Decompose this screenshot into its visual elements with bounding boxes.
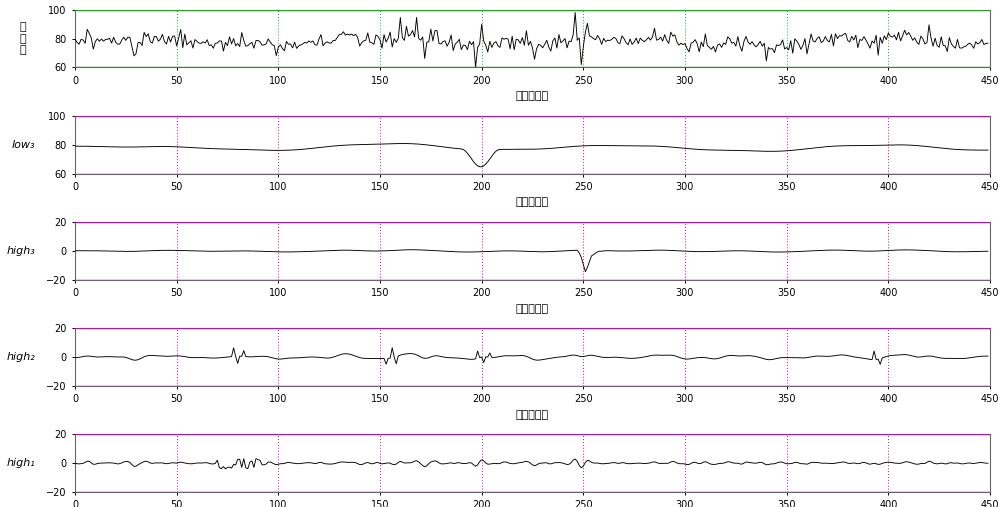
X-axis label: 样本序列号: 样本序列号 <box>516 91 549 101</box>
X-axis label: 样本序列号: 样本序列号 <box>516 410 549 420</box>
X-axis label: 样本序列号: 样本序列号 <box>516 197 549 207</box>
Y-axis label: high₂: high₂ <box>7 352 36 362</box>
Y-axis label: low₃: low₃ <box>12 140 35 150</box>
X-axis label: 样本序列号: 样本序列号 <box>516 304 549 313</box>
Y-axis label: high₁: high₁ <box>7 458 36 468</box>
Y-axis label: 含
水
率: 含 水 率 <box>20 22 27 55</box>
Y-axis label: high₃: high₃ <box>7 246 36 256</box>
